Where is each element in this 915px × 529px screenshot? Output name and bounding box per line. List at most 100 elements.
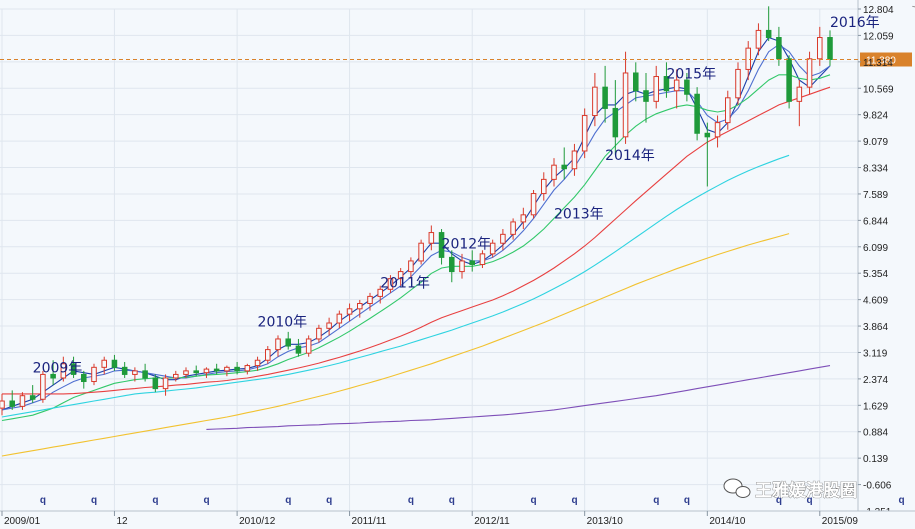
candle-body <box>285 338 291 347</box>
x-axis-band <box>0 511 915 529</box>
watermark: 王雅媛港股圈 <box>723 478 857 501</box>
candle-body <box>817 37 823 60</box>
y-tick-label: 12.059 <box>863 31 894 42</box>
candle-body <box>561 164 567 170</box>
candle-body <box>316 327 322 340</box>
candle-body <box>571 150 578 170</box>
q-marker: q <box>531 495 537 506</box>
reference-line: 11.380 <box>0 52 912 67</box>
candle-body <box>183 370 189 375</box>
y-tick-label: 5.354 <box>863 269 888 280</box>
y-tick-label: 3.119 <box>863 348 888 359</box>
candle-body <box>193 370 199 374</box>
candle-body <box>602 86 608 109</box>
candle-body <box>520 214 527 223</box>
q-marker: q <box>776 495 782 506</box>
candle-body <box>530 193 537 216</box>
ma-line-5 <box>1 154 790 418</box>
q-marker: q <box>807 495 813 506</box>
candle-body <box>91 366 97 383</box>
candle-body <box>428 232 435 244</box>
candle-body <box>173 373 179 379</box>
candle-body <box>111 359 118 368</box>
candle-body <box>459 260 465 273</box>
candle-body <box>653 76 659 102</box>
year-label: 2012年 <box>442 237 492 253</box>
ma-line-4 <box>2 86 831 395</box>
x-axis: 2009/01 12 2010/12 2011/11 2012/11 2013/10 201… <box>0 510 915 529</box>
y-axis: 12.804 12.059 11.314 10.569 9.824 9.079 8.334 7… <box>858 5 894 518</box>
q-marker: q <box>408 495 414 506</box>
candle-body <box>326 322 332 329</box>
year-label: 2016年 <box>830 15 880 31</box>
ma-line-7 <box>206 365 831 430</box>
candle-body <box>581 115 588 152</box>
y-tick-label: 9.824 <box>863 111 888 122</box>
candle-body <box>735 68 741 99</box>
y-tick-label: 0.139 <box>863 454 888 465</box>
candle-body <box>265 349 271 361</box>
x-tick-label: 2011/11 <box>352 516 387 527</box>
candle-body <box>81 373 87 383</box>
candle-body <box>213 368 220 372</box>
candle-body <box>694 93 700 134</box>
x-tick-label: 2015/09 <box>822 516 859 527</box>
candle-body <box>438 232 445 258</box>
candle-body <box>510 221 516 235</box>
candle-body <box>101 359 107 368</box>
candle-body <box>377 288 383 297</box>
candle-body <box>786 58 792 102</box>
y-tick-label: 4.609 <box>863 296 888 307</box>
candle-body <box>633 72 639 92</box>
candle-body <box>305 338 312 354</box>
x-tick-label: 2013/10 <box>587 516 624 527</box>
watermark-text: 王雅媛港股圈 <box>755 480 857 501</box>
q-marker: q <box>326 495 332 506</box>
y-tick-label: -0.606 <box>863 481 892 492</box>
candle-body <box>745 47 751 70</box>
x-tick-label: 2010/12 <box>239 516 276 527</box>
candle-body <box>295 345 302 354</box>
candle-body <box>612 107 619 138</box>
candle-body <box>142 370 148 379</box>
candle-body <box>29 395 36 400</box>
candle-body <box>346 308 353 315</box>
candle-body <box>203 368 210 374</box>
candle-body <box>663 76 670 92</box>
candle-body <box>9 400 15 407</box>
candle-body <box>336 313 343 324</box>
candle-body <box>776 37 782 60</box>
x-tick-label: 2014/10 <box>709 516 746 527</box>
candle-body <box>162 377 169 390</box>
q-marker: q <box>285 495 291 506</box>
q-marker: q <box>449 495 455 506</box>
candle-body <box>704 132 711 138</box>
y-tick-label: 11.314 <box>863 58 893 69</box>
candle-body <box>40 373 46 400</box>
q-marker: q <box>899 495 905 506</box>
year-annotations: 2009年 2010年 2011年 2012年 2013年 2014年 2015年 2016年 <box>33 15 880 377</box>
year-label: 2009年 <box>33 361 83 377</box>
q-marker: q <box>91 495 97 506</box>
candle-body <box>551 164 557 180</box>
q-marker: q <box>203 495 209 506</box>
candle-body <box>0 400 5 409</box>
candle-body <box>755 29 762 49</box>
y-tick-label: 7.589 <box>863 190 888 201</box>
y-tick-label: 3.864 <box>863 322 888 333</box>
candle-body <box>592 86 598 117</box>
candle-body <box>397 271 404 280</box>
year-label: 2014年 <box>605 148 655 164</box>
y-tick-label: 8.334 <box>863 164 888 175</box>
ma-line-2 <box>1 43 831 411</box>
year-label: 2015年 <box>666 66 716 82</box>
candles <box>0 6 833 416</box>
moving-average-lines <box>1 36 831 457</box>
wechat-icon-bubble <box>735 486 751 498</box>
candle-body <box>622 72 629 138</box>
candle-body <box>796 86 803 102</box>
candle-body <box>684 79 690 95</box>
year-label: 2013年 <box>554 206 604 222</box>
candle-body <box>489 242 496 255</box>
y-tick-label: 6.844 <box>863 216 888 227</box>
